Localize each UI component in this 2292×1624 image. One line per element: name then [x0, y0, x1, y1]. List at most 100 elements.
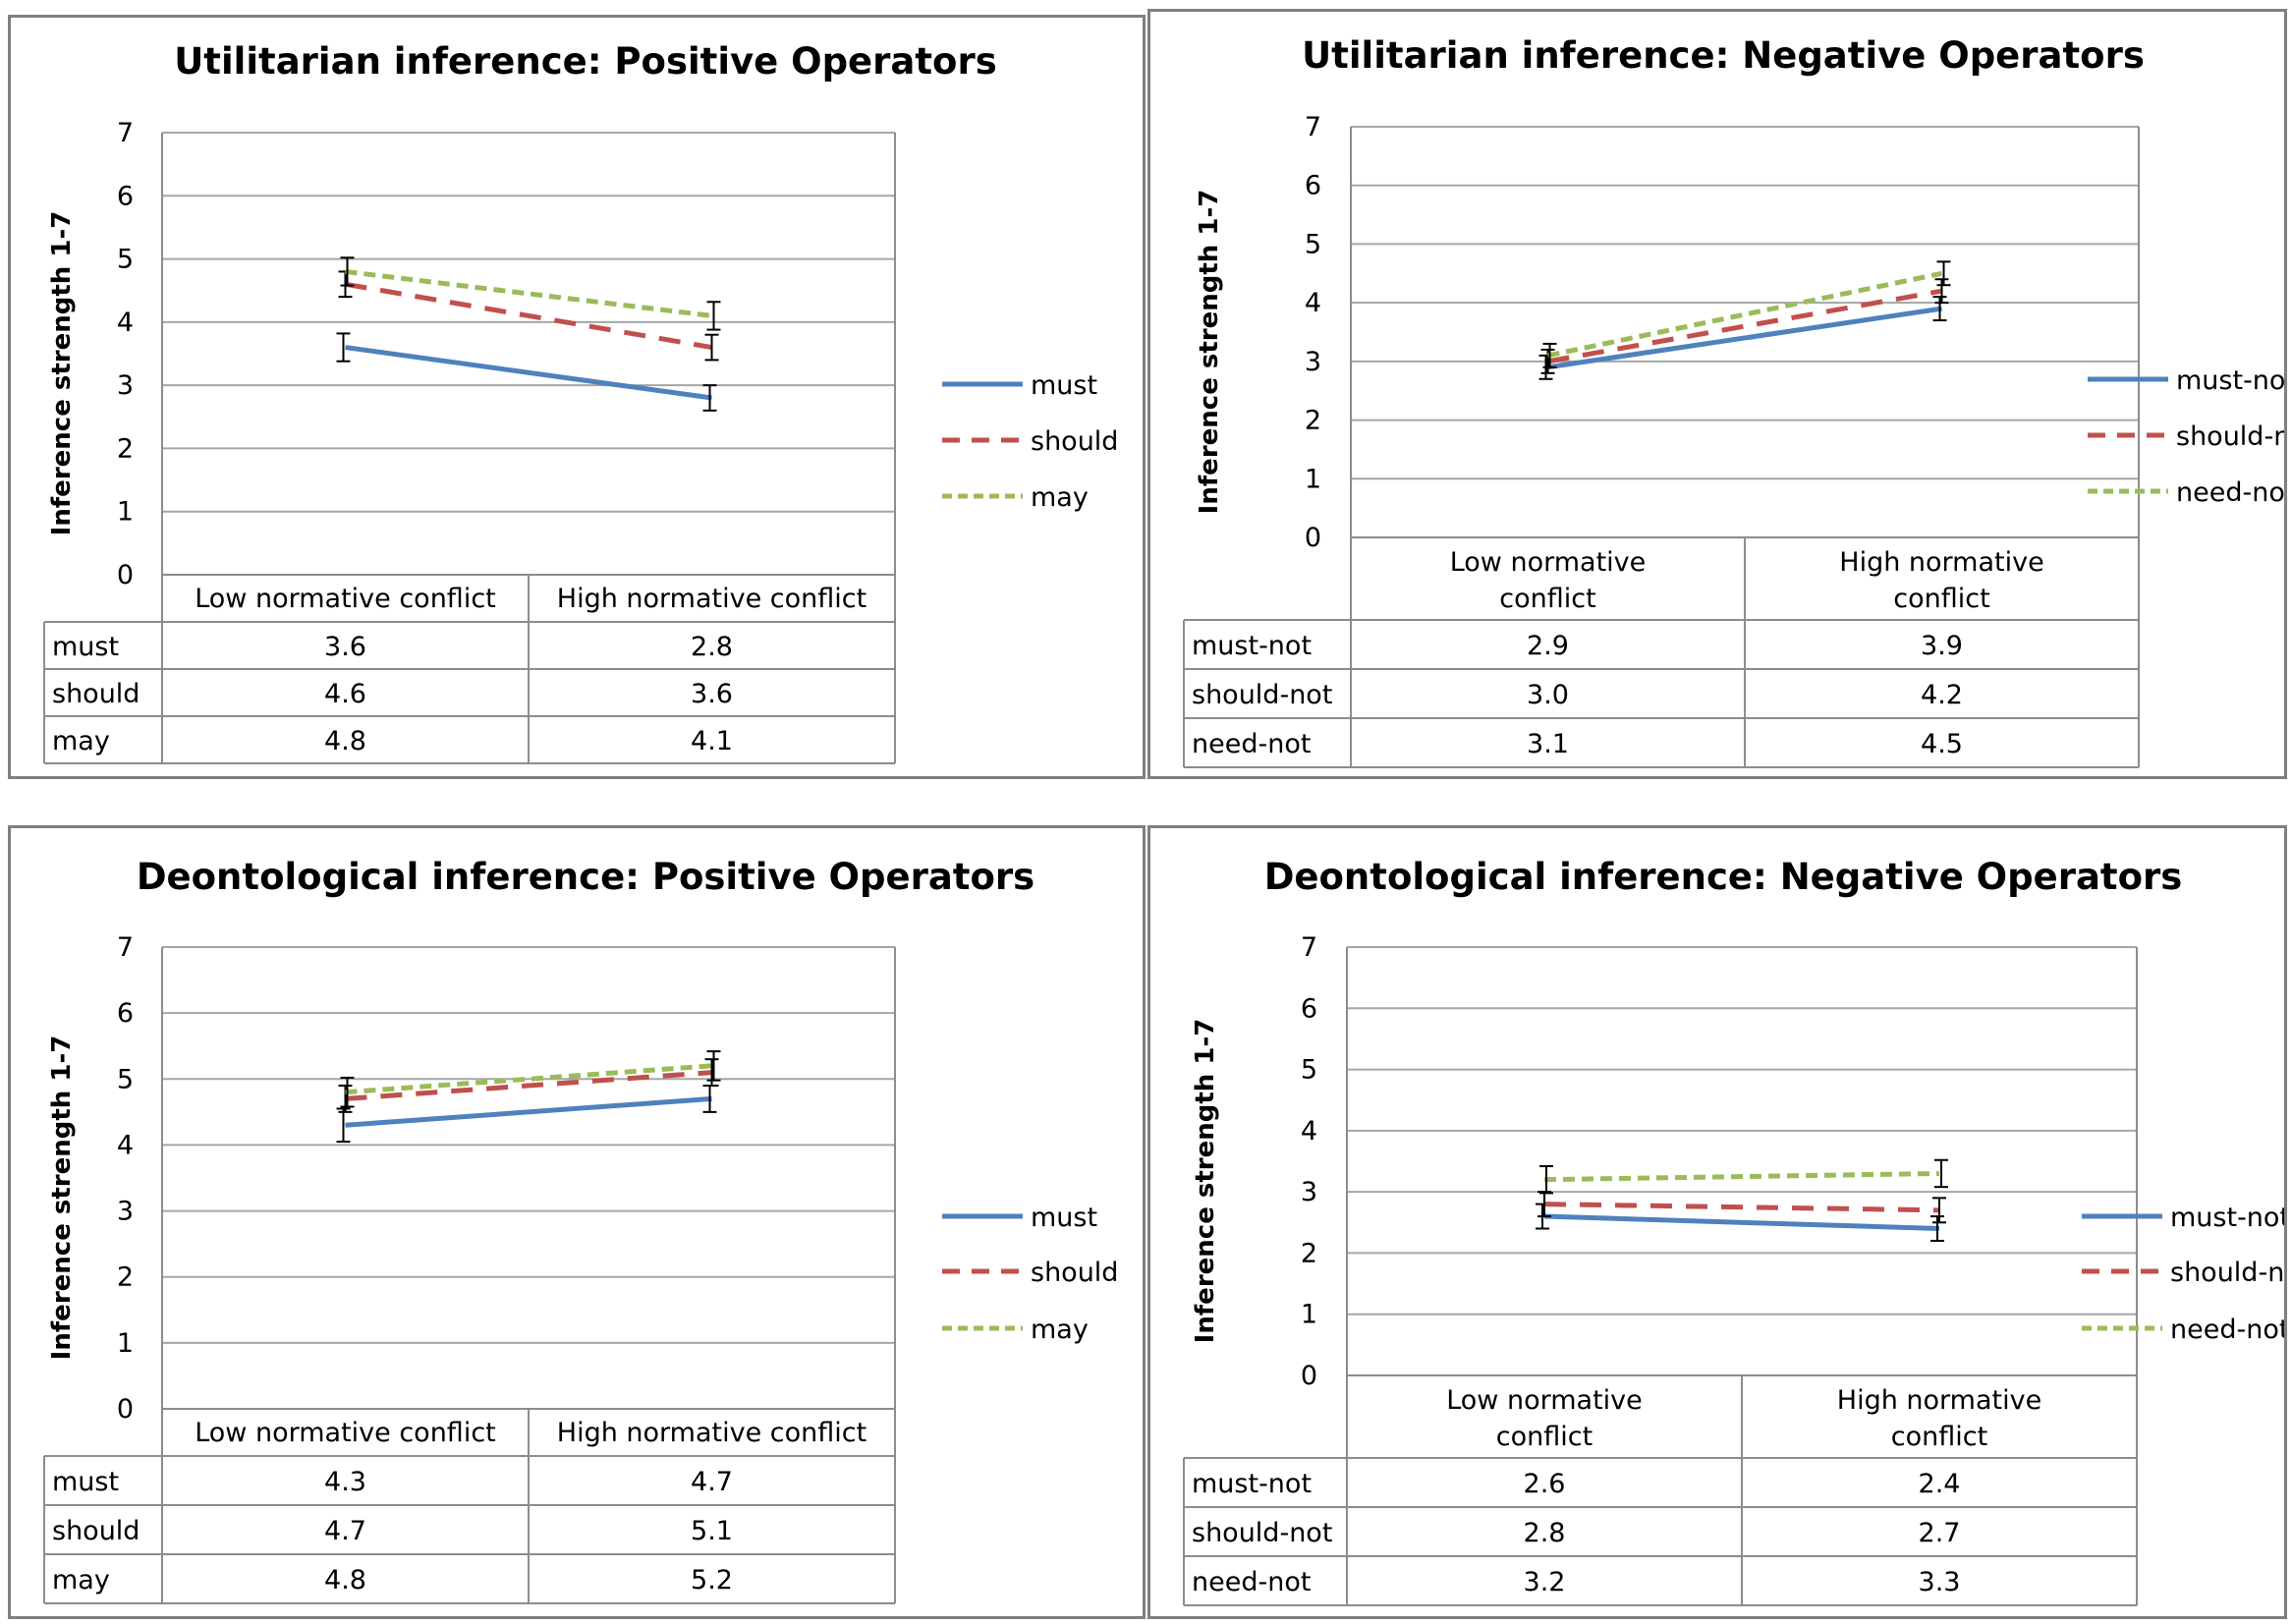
series-line-may	[345, 268, 712, 318]
y-tick-label: 2	[1305, 406, 1321, 436]
x-category-label: Low normative conflict	[195, 1418, 496, 1448]
y-tick-label: 4	[117, 308, 134, 338]
y-tick-label: 5	[117, 245, 134, 275]
table-row-label: should	[52, 1516, 140, 1546]
chart-title: Deontological inference: Positive Operat…	[137, 856, 1034, 898]
legend-label: should	[1031, 1258, 1118, 1288]
series-line-must-not	[1547, 306, 1942, 370]
y-tick-label: 4	[117, 1130, 134, 1160]
table-row-label: must-not	[1192, 1469, 1312, 1499]
x-category-label: High normative conflict	[557, 1418, 866, 1448]
legend-label: should-not	[2176, 421, 2284, 452]
legend-label: should-not	[2170, 1258, 2284, 1288]
chart-title: Deontological inference: Negative Operat…	[1264, 856, 2183, 898]
y-tick-label: 5	[1305, 229, 1321, 259]
chart-panel-deontological-negative: Deontological inference: Negative Operat…	[1147, 825, 2287, 1619]
series-line-should-not	[1547, 288, 1942, 364]
table-row-label: should	[52, 679, 140, 709]
table-row-label: need-not	[1192, 729, 1311, 759]
chart-svg: Utilitarian inference: Positive Operator…	[43, 40, 1118, 764]
table-cell-value: 3.2	[1524, 1567, 1566, 1597]
table-cell-value: 3.6	[324, 632, 366, 662]
y-tick-label: 4	[1301, 1116, 1317, 1147]
table-cell-value: 4.5	[1921, 729, 1963, 759]
y-tick-label: 0	[1301, 1361, 1317, 1391]
table-cell-value: 2.8	[1524, 1518, 1566, 1548]
series-line-must	[345, 1095, 712, 1128]
y-tick-label: 2	[117, 433, 134, 464]
y-tick-label: 1	[117, 1328, 134, 1359]
x-category-label: Low normative conflict	[1446, 1385, 1643, 1452]
table-cell-value: 4.2	[1921, 680, 1963, 710]
series-line-must	[345, 345, 712, 401]
y-tick-label: 6	[1305, 171, 1321, 201]
chart-title: Utilitarian inference: Negative Operator…	[1302, 34, 2145, 77]
chart-panel-utilitarian-positive: Utilitarian inference: Positive Operator…	[8, 15, 1146, 779]
y-tick-label: 7	[1305, 112, 1321, 142]
series-line-need-not	[1546, 270, 1943, 359]
table-cell-value: 2.6	[1524, 1469, 1566, 1499]
legend-label: may	[1031, 482, 1089, 513]
y-tick-label: 3	[117, 1197, 134, 1227]
series-line-should-not	[1543, 1202, 1940, 1213]
x-category-label: Low normative conflict	[1450, 547, 1647, 614]
series-line-should	[345, 281, 712, 351]
table-row-label: should-not	[1192, 1518, 1332, 1548]
table-cell-value: 2.4	[1919, 1469, 1961, 1499]
table-row-label: may	[52, 726, 110, 756]
series-line-must-not	[1543, 1213, 1940, 1232]
x-category-label: High normative conflict	[557, 584, 866, 614]
table-row-label: must-not	[1192, 631, 1312, 661]
chart-panel-utilitarian-negative: Utilitarian inference: Negative Operator…	[1147, 9, 2287, 779]
y-tick-label: 7	[117, 118, 134, 148]
table-cell-value: 4.6	[324, 679, 366, 709]
y-tick-label: 1	[1305, 464, 1321, 494]
y-axis-label: Inference strength 1-7	[47, 211, 77, 536]
table-cell-value: 4.8	[324, 726, 366, 756]
y-axis-label: Inference strength 1-7	[47, 1036, 77, 1361]
table-cell-value: 4.7	[691, 1467, 733, 1497]
y-tick-label: 0	[117, 1394, 134, 1425]
y-tick-label: 3	[117, 370, 134, 401]
legend-label: may	[1031, 1315, 1089, 1345]
table-row-label: may	[52, 1565, 110, 1596]
chart-svg: Utilitarian inference: Negative Operator…	[1183, 34, 2284, 768]
legend-label: must-not	[2176, 365, 2284, 396]
series-line-should	[345, 1070, 712, 1101]
table-cell-value: 5.2	[691, 1565, 733, 1596]
table-cell-value: 4.1	[691, 726, 733, 756]
y-tick-label: 3	[1305, 347, 1321, 377]
legend-label: should	[1031, 426, 1118, 457]
table-cell-value: 2.7	[1919, 1518, 1961, 1548]
series-line-need-not	[1543, 1170, 1940, 1183]
table-cell-value: 4.8	[324, 1565, 366, 1596]
y-tick-label: 5	[117, 1064, 134, 1094]
chart-title: Utilitarian inference: Positive Operator…	[174, 40, 997, 83]
table-cell-value: 3.9	[1921, 631, 1963, 661]
y-tick-label: 4	[1305, 288, 1321, 318]
chart-svg: Deontological inference: Negative Operat…	[1183, 856, 2284, 1606]
table-row-label: must	[52, 1467, 119, 1497]
table-cell-value: 3.3	[1919, 1567, 1961, 1597]
y-tick-label: 0	[1305, 523, 1321, 553]
table-cell-value: 5.1	[691, 1516, 733, 1546]
table-cell-value: 4.7	[324, 1516, 366, 1546]
y-tick-label: 7	[1301, 932, 1317, 963]
y-tick-label: 0	[117, 560, 134, 590]
series-line-may	[345, 1063, 712, 1095]
legend-label: must	[1031, 1203, 1097, 1233]
y-tick-label: 1	[1301, 1300, 1317, 1330]
y-tick-label: 2	[117, 1262, 134, 1293]
table-cell-value: 3.0	[1527, 680, 1569, 710]
y-tick-label: 5	[1301, 1055, 1317, 1086]
y-tick-label: 2	[1301, 1238, 1317, 1268]
y-tick-label: 7	[117, 932, 134, 963]
chart-svg: Deontological inference: Positive Operat…	[43, 856, 1118, 1604]
table-cell-value: 2.8	[691, 632, 733, 662]
x-category-label: High normative conflict	[1837, 1385, 2041, 1452]
x-category-label: High normative conflict	[1839, 547, 2043, 614]
legend-label: need-not	[2176, 477, 2284, 508]
y-tick-label: 6	[117, 998, 134, 1029]
y-axis-label: Inference strength 1-7	[1195, 190, 1224, 515]
table-cell-value: 3.1	[1527, 729, 1569, 759]
